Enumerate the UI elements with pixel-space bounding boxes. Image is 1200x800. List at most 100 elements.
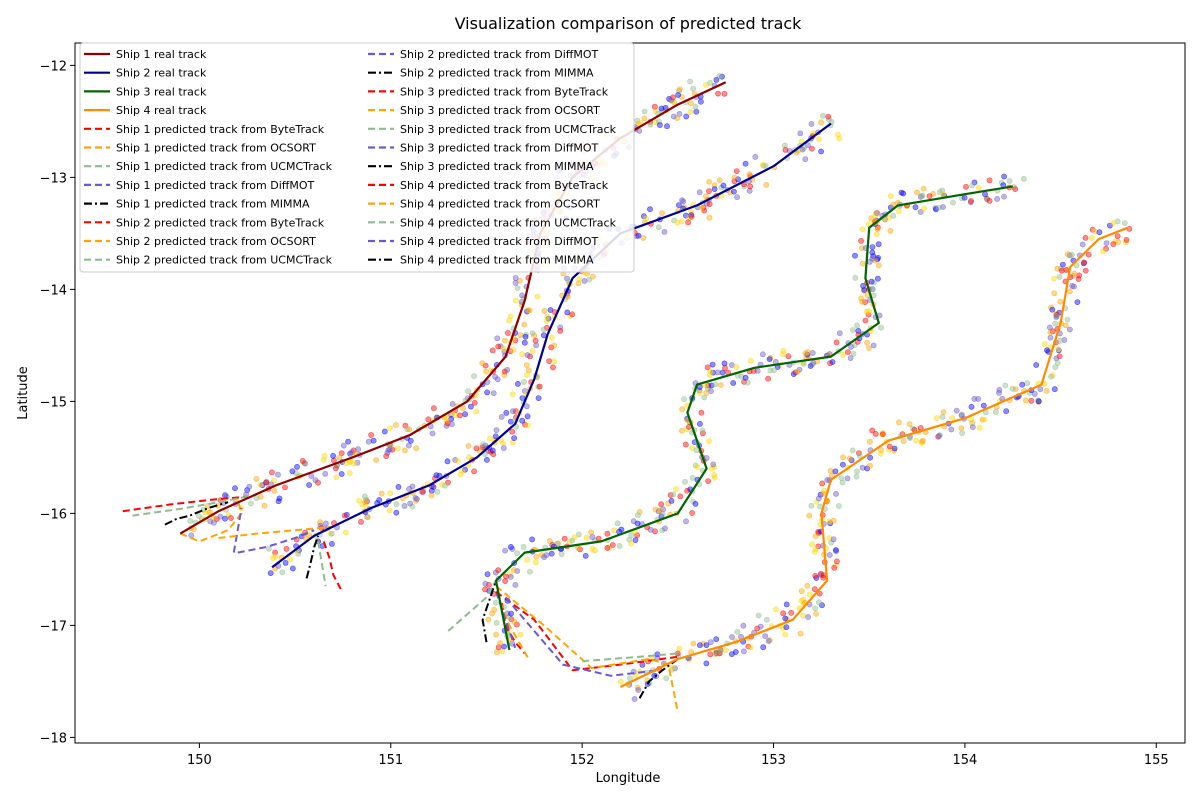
noise-point [430,405,437,412]
noise-point [760,644,767,651]
noise-point [1060,261,1066,268]
noise-point [511,567,517,573]
noise-point [782,142,788,149]
noise-point [690,85,696,92]
noise-point [465,388,472,394]
noise-point [755,612,762,619]
noise-point [866,308,872,314]
noise-point [856,453,863,459]
noise-point [1033,362,1040,368]
noise-point [806,512,813,519]
noise-point [706,201,713,208]
noise-point [1041,341,1048,347]
noise-point [1056,353,1063,360]
noise-point [655,224,662,231]
noise-point [462,411,468,418]
noise-point [800,596,806,603]
noise-point [492,433,499,440]
legend-entry: Ship 3 predicted track from ByteTrack [400,85,609,98]
noise-point [387,490,394,497]
noise-point [698,409,705,416]
noise-point [294,463,300,470]
noise-point [729,634,735,640]
noise-point [494,335,501,342]
noise-point [867,438,873,445]
noise-point [618,678,624,685]
noise-point [501,368,508,375]
noise-point [544,317,550,324]
noise-point [483,456,490,463]
noise-point [975,184,982,191]
noise-point [868,278,875,285]
noise-point [519,351,526,358]
noise-point [1043,387,1050,394]
series-line [582,652,678,663]
noise-point [936,432,942,439]
noise-point [487,435,493,442]
noise-point [517,631,524,638]
noise-point [434,488,441,495]
noise-point [508,610,514,617]
legend-entry: Ship 3 real track [116,85,207,98]
noise-point [1121,220,1128,226]
noise-point [805,614,811,620]
noise-point [529,330,536,336]
noise-point [808,502,815,509]
legend-entry: Ship 2 predicted track from UCMCTrack [116,254,333,267]
x-tick-label: 153 [761,753,786,768]
noise-point [328,541,335,547]
noise-point [306,482,312,488]
noise-point [802,350,809,357]
noise-point [940,204,946,210]
noise-point [740,622,747,629]
noise-point [492,373,498,380]
noise-point [473,408,480,415]
noise-point [511,435,517,441]
noise-point [561,535,568,542]
noise-point [898,189,905,196]
series-line [494,185,1013,651]
noise-point [548,550,555,557]
noise-point [534,293,541,300]
noise-point [466,454,472,461]
noise-point [657,122,663,128]
noise-point [859,298,866,305]
noise-scatter-layer [187,73,1133,702]
noise-point [682,441,689,448]
noise-point [668,97,674,103]
noise-point [963,183,969,190]
noise-point [604,530,611,537]
noise-point [875,275,881,282]
noise-point [713,77,720,83]
noise-point [529,347,536,354]
noise-point [847,355,854,361]
noise-point [635,512,641,519]
noise-point [733,364,740,370]
noise-point [253,495,260,501]
noise-point [820,112,826,119]
noise-point [830,536,837,543]
noise-point [506,317,512,324]
noise-point [525,367,532,374]
noise-point [425,416,432,423]
noise-point [267,570,274,576]
noise-point [541,307,548,314]
noise-point [1085,251,1092,258]
noise-point [1037,386,1044,393]
noise-point [709,361,716,368]
legend-entry: Ship 4 predicted track from DiffMOT [400,235,599,248]
noise-point [489,347,496,354]
noise-point [864,339,870,346]
series-line [322,541,342,591]
noise-point [206,509,213,516]
noise-point [282,560,289,566]
noise-point [763,181,770,188]
noise-point [707,79,713,86]
noise-point [510,408,516,415]
noise-point [1058,267,1065,274]
noise-point [564,309,571,316]
noise-point [338,450,345,456]
noise-point [783,601,790,608]
noise-point [833,339,840,346]
noise-point [643,215,649,222]
